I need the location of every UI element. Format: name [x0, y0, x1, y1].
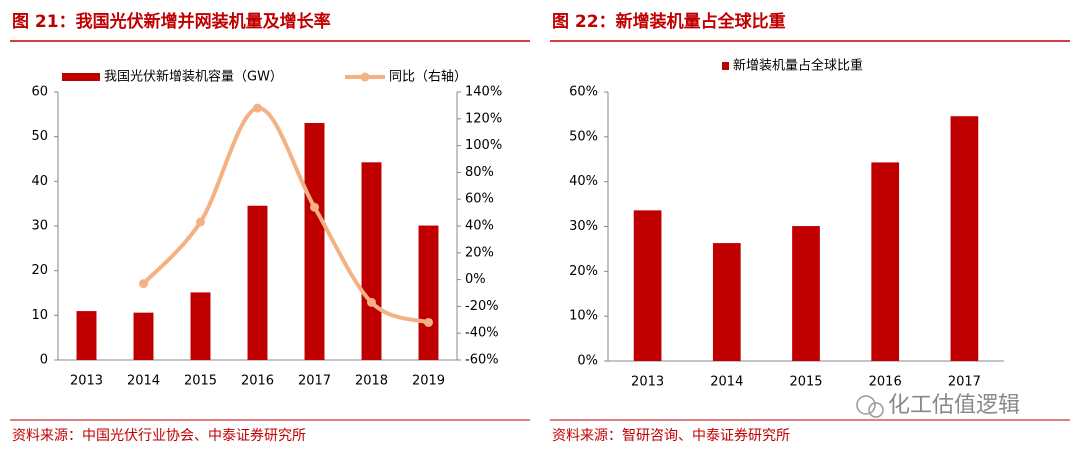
line-marker [253, 103, 262, 113]
x-tick-label: 2014 [127, 374, 160, 389]
y-tick-label: 40 [31, 174, 48, 189]
bar [190, 292, 211, 360]
bar [133, 312, 154, 360]
line-marker [196, 217, 205, 227]
source: 资料来源：中国光伏行业协会、中泰证券研究所 [12, 428, 306, 444]
y-tick-label: 30 [31, 219, 48, 234]
y2-tick-label: -60% [465, 353, 499, 368]
chart-title: 图 21：我国光伏新增并网装机量及增长率 [12, 11, 331, 32]
y2-tick-label: 100% [465, 138, 502, 153]
y-tick-label: 60 [31, 85, 48, 100]
x-tick-label: 2017 [948, 375, 981, 390]
x-tick-label: 2013 [631, 375, 664, 390]
legend-label: 我国光伏新增装机容量（GW） [104, 69, 283, 85]
y-tick-label: 20 [31, 263, 48, 278]
y-tick-label: 0% [577, 354, 598, 369]
y-tick-label: 20% [569, 264, 598, 279]
bar [304, 122, 325, 361]
x-tick-label: 2016 [241, 374, 274, 389]
x-tick-label: 2015 [184, 374, 217, 389]
y-tick-label: 10 [31, 308, 48, 323]
y2-tick-label: -20% [465, 299, 499, 314]
y-tick-label: 30% [569, 219, 598, 234]
x-tick-label: 2018 [355, 374, 388, 389]
y2-tick-label: 0% [465, 272, 486, 287]
bar [361, 162, 382, 360]
y-tick-label: 50 [31, 129, 48, 144]
x-tick-label: 2019 [412, 374, 445, 389]
source: 资料来源：智研咨询、中泰证券研究所 [552, 428, 790, 444]
watermark: 化工估值逻辑 [888, 393, 1020, 418]
bar [76, 311, 97, 360]
y-tick-label: 50% [569, 129, 598, 144]
x-tick-label: 2013 [70, 374, 103, 389]
legend-swatch [722, 62, 729, 70]
bar [418, 225, 439, 360]
bar [633, 210, 662, 361]
bar [871, 162, 900, 361]
x-tick-label: 2015 [789, 375, 822, 390]
watermark-icon [856, 395, 884, 418]
y2-tick-label: 40% [465, 219, 494, 234]
bar [792, 226, 820, 361]
y-tick-label: 40% [569, 174, 598, 189]
y2-tick-label: -40% [465, 326, 499, 341]
y2-tick-label: 120% [465, 111, 502, 126]
line-marker [424, 317, 433, 327]
line-marker [139, 279, 148, 289]
y2-tick-label: 140% [465, 85, 502, 100]
legend-swatch [360, 72, 370, 82]
x-tick-label: 2014 [710, 375, 743, 390]
chart-title: 图 22：新增装机量占全球比重 [552, 11, 786, 32]
y2-tick-label: 80% [465, 165, 494, 180]
y-tick-label: 0 [40, 353, 48, 368]
line-marker [310, 202, 319, 212]
bar [247, 205, 268, 360]
line-marker [367, 297, 376, 307]
y-tick-label: 60% [569, 85, 598, 100]
x-tick-label: 2016 [869, 375, 902, 390]
y-tick-label: 10% [569, 309, 598, 324]
legend-swatch [62, 73, 100, 81]
y2-tick-label: 20% [465, 245, 494, 260]
y2-tick-label: 60% [465, 192, 494, 207]
bar [950, 116, 979, 362]
x-tick-label: 2017 [298, 374, 331, 389]
bar [712, 243, 741, 361]
legend-label: 同比（右轴） [389, 70, 467, 85]
line [142, 106, 430, 325]
legend-label: 新增装机量占全球比重 [733, 58, 863, 74]
